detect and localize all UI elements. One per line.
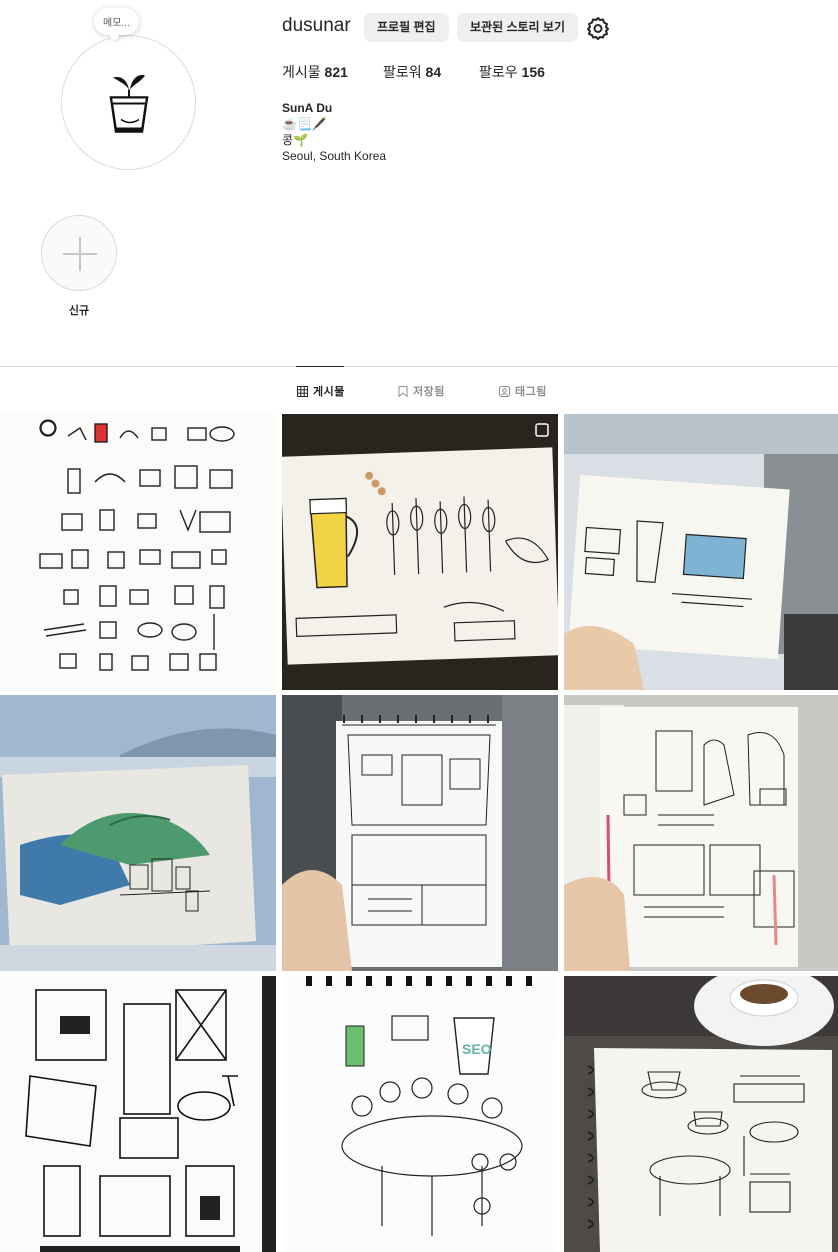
tab-saved-label: 저장됨 — [413, 386, 445, 398]
new-highlight-button[interactable] — [41, 215, 117, 291]
bio-line-2: 콩🌱 — [282, 133, 308, 147]
followers-count[interactable]: 팔로워 84 — [383, 64, 442, 80]
new-highlight-label: 신규 — [68, 305, 90, 317]
post-starbucks-sketch[interactable] — [564, 414, 838, 690]
post-terra-comic[interactable] — [0, 976, 276, 1252]
tab-tagged-label: 태그됨 — [515, 386, 547, 398]
post-coffee-notebook[interactable] — [564, 976, 838, 1252]
plant-pot-icon — [99, 65, 159, 140]
posts-count: 게시물 821 — [282, 64, 348, 80]
following-count[interactable]: 팔로우 156 — [479, 64, 545, 80]
tab-posts-label: 게시물 — [313, 386, 345, 398]
note-bubble[interactable]: 메모... — [94, 8, 139, 40]
grid-icon — [297, 385, 308, 397]
post-food-doodles[interactable] — [0, 414, 276, 690]
username: dusunar — [282, 15, 351, 36]
display-name: SunA Du — [282, 101, 333, 115]
edit-profile-button[interactable]: 프로필 편집 — [364, 13, 449, 42]
bookmark-icon — [398, 385, 408, 397]
tagged-person-icon — [499, 385, 510, 397]
tab-tagged[interactable]: 태그됨 — [499, 383, 547, 399]
bio-line-1: ☕️📃🖋️ — [282, 117, 327, 131]
post-ticket-sketch[interactable] — [564, 695, 838, 971]
plus-icon — [63, 237, 97, 271]
post-bus-sketch[interactable] — [282, 695, 558, 971]
active-tab-indicator — [296, 366, 344, 367]
profile-bio: SunA Du ☕️📃🖋️ 콩🌱 Seoul, South Korea — [282, 100, 386, 164]
view-archive-button[interactable]: 보관된 스토리 보기 — [457, 13, 578, 42]
tab-posts[interactable]: 게시물 — [297, 383, 345, 399]
tabs-divider — [0, 366, 838, 367]
svg-text:SEO: SEO — [462, 1041, 492, 1057]
post-cafe-friends[interactable]: SEO — [282, 976, 558, 1252]
post-watercolor-island[interactable] — [0, 695, 276, 971]
carousel-icon — [535, 423, 549, 437]
profile-avatar[interactable] — [61, 35, 196, 170]
settings-gear-icon[interactable] — [586, 16, 610, 40]
tab-saved[interactable]: 저장됨 — [398, 383, 445, 399]
post-beer-yakitori-sketch[interactable] — [282, 414, 558, 690]
bio-location: Seoul, South Korea — [282, 149, 387, 163]
